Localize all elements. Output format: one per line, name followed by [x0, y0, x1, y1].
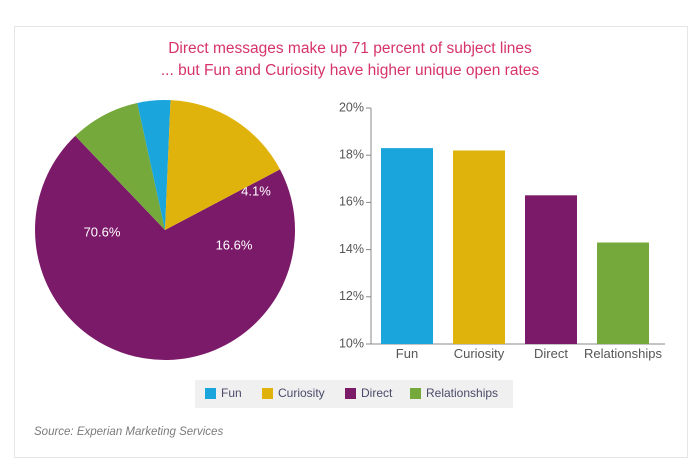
y-tick-label: 16% [339, 195, 364, 209]
legend: Fun Curiosity Direct Relationships [195, 380, 513, 408]
y-tick-label: 12% [339, 289, 364, 303]
bar-chart: 10% 12% 14% 16% 18% 20% Fun Curiosity Direct Rela… [339, 100, 665, 361]
pie-label-curiosity: 16.6% [216, 237, 253, 252]
y-tick-label: 10% [339, 336, 364, 350]
pie-label-direct: 70.6% [84, 224, 121, 239]
y-tick-label: 14% [339, 242, 364, 256]
y-tick-label: 20% [339, 100, 364, 114]
pie-label-fun: 4.1% [241, 183, 271, 198]
pie-slice-curiosity [165, 100, 280, 231]
pie-slice-relationships [75, 102, 165, 230]
source-note: Source: Experian Marketing Services [34, 426, 224, 438]
x-tick-label-fun: Fun [396, 346, 418, 361]
chart-title-line-1: Direct messages make up 71 percent of su… [168, 40, 532, 57]
legend-swatch-direct [345, 388, 356, 399]
legend-label-direct: Direct [361, 386, 393, 400]
pie-slice-direct [34, 135, 295, 361]
x-tick-label-relationships: Relationships [584, 346, 663, 361]
pie-slice-fun [137, 100, 171, 231]
y-tick-label: 18% [339, 147, 364, 161]
x-tick-label-curiosity: Curiosity [454, 346, 505, 361]
bar-fun [381, 148, 433, 344]
legend-label-relationships: Relationships [426, 386, 498, 400]
legend-swatch-fun [205, 388, 216, 399]
legend-label-curiosity: Curiosity [278, 386, 325, 400]
x-tick-label-direct: Direct [534, 346, 568, 361]
bar-curiosity [453, 150, 505, 344]
chart-title-line-2: ... but Fun and Curiosity have higher un… [160, 62, 540, 79]
legend-label-fun: Fun [221, 386, 242, 400]
legend-swatch-curiosity [262, 388, 273, 399]
pie-chart: 70.6%8.7%%4.1%16.6% [34, 100, 295, 361]
bar-relationships [597, 242, 649, 344]
bar-direct [525, 195, 577, 344]
legend-swatch-relationships [410, 388, 421, 399]
